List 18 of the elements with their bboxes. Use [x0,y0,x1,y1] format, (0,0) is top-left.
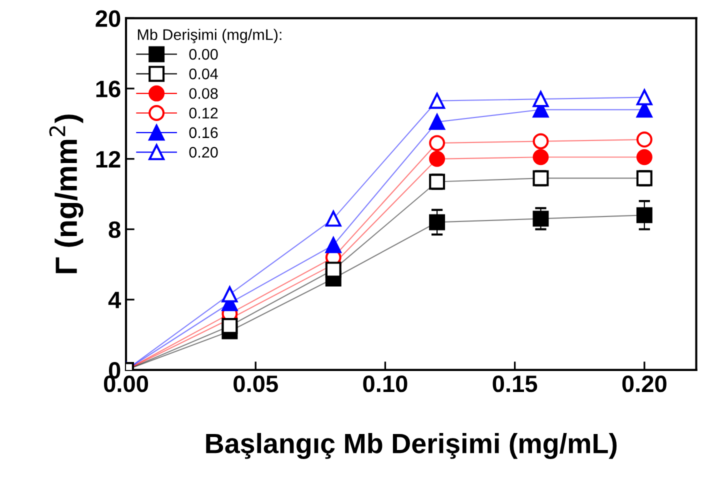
y-tick-label: 16 [96,80,120,98]
x-tick-label: 0.20 [622,375,666,392]
x-tick-label: 0.15 [492,375,538,392]
y-axis-title: Γ (ng/mm$^{2}$) [49,114,84,274]
legend-label: 0.04 [189,68,218,80]
y-tick-label: 12 [96,150,120,168]
x-axis-title: Başlangıç Mb Derişimi (mg/mL) [206,432,617,459]
y-tick-label: 8 [108,221,120,238]
legend-label: 0.16 [189,127,218,138]
y-tick-label: 4 [108,292,122,308]
legend-label: 0.20 [189,146,218,158]
y-tick-label: 20 [96,10,120,27]
legend-label: 0.08 [189,88,218,99]
legend-label: 0.00 [189,48,218,60]
x-tick-label: 0.05 [234,375,278,392]
legend-title: Mb Derişimi (mg/mL): [138,28,282,44]
x-tick-label: 0.10 [363,375,408,392]
legend-label: 0.12 [189,108,218,119]
